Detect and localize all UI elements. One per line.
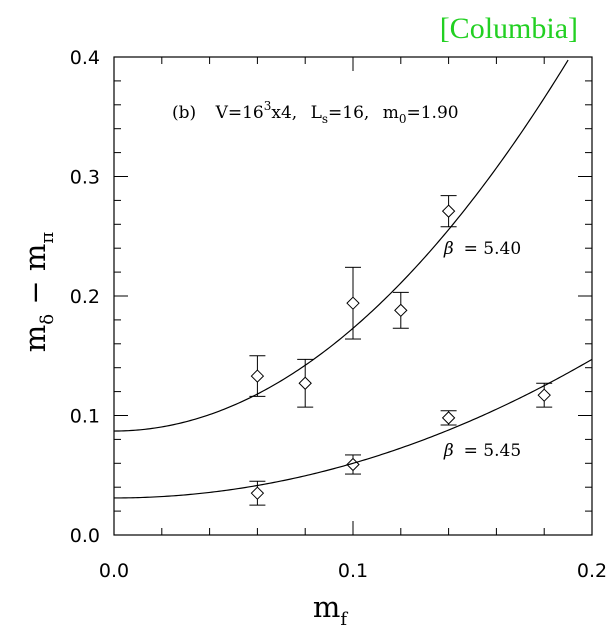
x-tick-label: 0.0 xyxy=(99,560,129,582)
diamond-marker xyxy=(537,388,551,402)
series-labels: β = 5.40 β = 5.45 xyxy=(443,239,521,461)
diamond-marker xyxy=(298,376,312,390)
panel-label: (b) xyxy=(172,103,196,123)
diamond-marker xyxy=(250,486,265,500)
m0-value: =1.90 xyxy=(407,103,459,123)
data-point xyxy=(249,355,266,397)
x-axis-title-sub: f xyxy=(340,609,348,630)
series-label-value: = 5.45 xyxy=(464,441,522,461)
y-tick-label: 0.0 xyxy=(70,525,100,547)
y-axis-title-main1: m xyxy=(18,325,52,353)
y-axis-title-sub1: δ xyxy=(37,314,58,325)
y-tick-label: 0.1 xyxy=(70,406,100,428)
diamond-marker xyxy=(394,303,408,318)
volume-exponent: 3 xyxy=(264,99,272,113)
fit-curve xyxy=(113,59,569,432)
series-label-beta: β xyxy=(443,239,454,259)
data-point xyxy=(440,410,457,426)
volume-label: V=16 xyxy=(215,103,264,123)
ls-value: =16, xyxy=(328,103,369,123)
series-label: β = 5.45 xyxy=(443,441,521,461)
x-axis-title: mf xyxy=(313,590,349,630)
data-point xyxy=(345,266,361,340)
axis-ticks xyxy=(113,56,593,536)
y-axis-title: mδ − mπ xyxy=(18,232,58,353)
series-label-value: = 5.40 xyxy=(464,239,522,259)
run-parameters-annotation: (b) V=163x4, Ls=16, m0=1.90 xyxy=(172,99,459,126)
y-axis-title-sub2: π xyxy=(37,232,58,244)
y-axis-title-main2: m xyxy=(18,244,52,272)
data-point xyxy=(297,358,314,408)
y-tick-label: 0.2 xyxy=(70,286,100,308)
fit-curves xyxy=(113,59,593,499)
data-point xyxy=(440,195,457,228)
columbia-watermark: [Columbia] xyxy=(440,12,578,45)
y-tick-label: 0.4 xyxy=(70,47,100,69)
series-label: β = 5.40 xyxy=(443,239,521,259)
data-point xyxy=(345,454,361,475)
ls-subscript: s xyxy=(322,112,328,126)
diamond-marker xyxy=(346,296,360,310)
tick-labels: 0.0 0.1 0.2 0.0 0.1 0.2 0.3 0.4 xyxy=(70,47,607,582)
fit-curve xyxy=(114,358,593,499)
x-axis-title-main: m xyxy=(313,590,341,624)
series-label-beta: β xyxy=(443,441,454,461)
data-points xyxy=(249,195,553,506)
data-point xyxy=(249,480,266,506)
m0-subscript: 0 xyxy=(399,112,407,126)
volume-extent: x4, xyxy=(271,103,297,123)
x-tick-label: 0.1 xyxy=(338,560,368,582)
diamond-marker xyxy=(250,369,265,383)
data-point xyxy=(392,291,409,329)
diamond-marker xyxy=(346,457,360,472)
x-tick-label: 0.2 xyxy=(577,560,607,582)
diamond-marker xyxy=(441,411,456,425)
y-tick-label: 0.3 xyxy=(70,167,100,189)
data-point xyxy=(536,382,553,408)
m0-label: m xyxy=(383,103,399,123)
y-axis-title-minus: − xyxy=(18,271,52,314)
ls-label: L xyxy=(311,103,322,123)
diamond-marker xyxy=(441,204,456,218)
